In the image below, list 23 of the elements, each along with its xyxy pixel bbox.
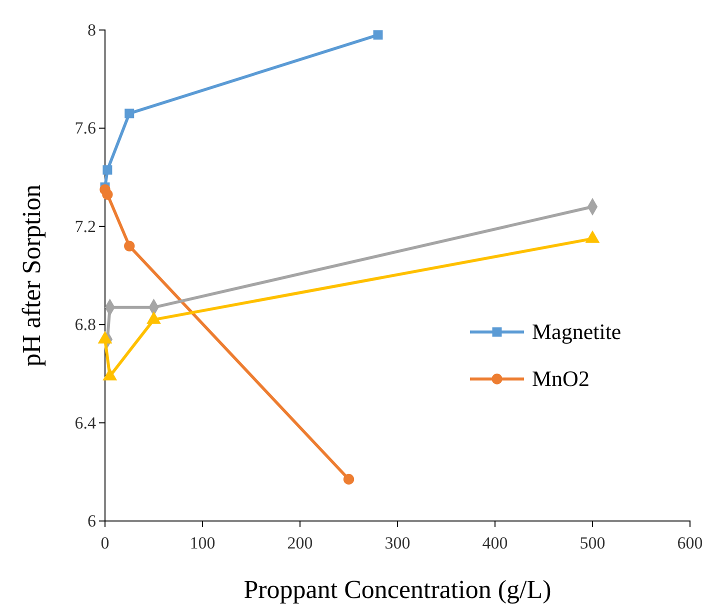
y-tick-label: 7.6 [74, 118, 96, 138]
x-tick-label: 300 [384, 534, 410, 553]
y-tick-label: 6 [88, 511, 96, 530]
point [343, 474, 354, 485]
point [102, 165, 112, 175]
legend-label: MnO2 [532, 366, 590, 391]
x-tick-label: 500 [580, 534, 606, 553]
point [373, 30, 383, 40]
x-tick-label: 100 [190, 534, 216, 553]
x-axis-title: Proppant Concentration (g/L) [244, 575, 552, 604]
x-tick-label: 200 [287, 534, 313, 553]
x-tick-label: 400 [482, 534, 508, 553]
legend-label: Magnetite [532, 319, 622, 344]
y-axis-title: pH after Sorption [17, 184, 46, 366]
y-tick-label: 7.2 [74, 216, 96, 236]
y-tick-label: 6.4 [74, 413, 96, 432]
x-tick-label: 600 [677, 534, 703, 553]
point [124, 240, 135, 252]
y-tick-label: 8 [88, 20, 96, 40]
y-tick-label: 6.8 [74, 315, 96, 334]
x-tick-label: 0 [100, 534, 110, 553]
point [124, 108, 134, 118]
point [102, 189, 113, 200]
